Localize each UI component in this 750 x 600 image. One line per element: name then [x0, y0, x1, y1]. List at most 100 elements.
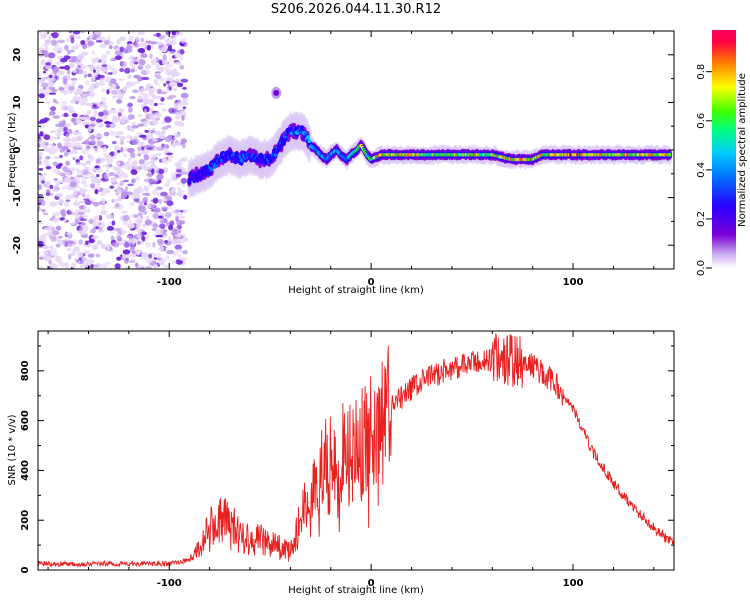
noise-speck [153, 263, 159, 269]
noise-speck [128, 260, 136, 263]
noise-speck [119, 189, 128, 194]
noise-speck [152, 223, 159, 229]
noise-speck [122, 249, 131, 255]
noise-speck [55, 182, 60, 187]
noise-speck [102, 204, 106, 210]
noise-speck [145, 69, 151, 75]
noise-speck [118, 242, 124, 246]
noise-speck [127, 223, 135, 229]
noise-speck [63, 90, 67, 95]
noise-speck [82, 64, 91, 68]
noise-speck [135, 132, 143, 135]
noise-speck [38, 152, 44, 157]
noise-speck [109, 109, 114, 113]
noise-speck [38, 72, 42, 78]
noise-speck [41, 208, 46, 213]
noise-speck [128, 55, 136, 61]
noise-speck [38, 252, 41, 256]
y-tick-label: -10 [12, 189, 23, 207]
noise-speck [69, 208, 73, 212]
noise-speck [153, 146, 159, 151]
noise-speck [90, 229, 97, 234]
noise-speck [171, 31, 177, 36]
noise-speck [110, 230, 115, 234]
noise-speck [158, 198, 162, 205]
noise-speck [116, 235, 122, 242]
noise-speck [98, 79, 106, 83]
noise-speck [98, 222, 102, 225]
noise-speck [54, 137, 59, 140]
noise-speck [127, 74, 132, 79]
noise-speck [148, 253, 153, 259]
noise-speck [178, 162, 184, 166]
noise-speck [119, 180, 124, 187]
ridge-peak [239, 158, 244, 163]
noise-speck [149, 154, 156, 161]
noise-speck [45, 40, 51, 44]
noise-speck [116, 161, 121, 166]
noise-speck [174, 244, 182, 250]
noise-speck [158, 168, 165, 175]
noise-speck [38, 31, 43, 35]
noise-speck [114, 55, 123, 60]
noise-speck [99, 104, 107, 107]
noise-speck [139, 48, 146, 54]
noise-speck [158, 66, 164, 73]
noise-speck [75, 35, 82, 40]
noise-speck [38, 241, 44, 245]
noise-speck [166, 63, 174, 68]
noise-speck [61, 212, 66, 218]
noise-speck [41, 82, 49, 88]
noise-speck [58, 122, 66, 128]
noise-speck [71, 80, 77, 85]
noise-speck [144, 219, 152, 226]
noise-speck [148, 128, 152, 133]
noise-speck [173, 107, 178, 111]
noise-speck [163, 83, 167, 87]
noise-speck [51, 235, 57, 240]
noise-speck [38, 206, 41, 212]
noise-speck [42, 86, 47, 91]
noise-region [38, 31, 189, 269]
noise-speck [62, 166, 68, 173]
noise-speck [118, 78, 125, 81]
noise-speck [181, 102, 189, 106]
noise-speck [170, 228, 178, 232]
noise-speck [75, 161, 81, 165]
noise-speck [155, 234, 164, 238]
noise-speck [70, 78, 78, 81]
noise-speck [169, 40, 177, 45]
noise-speck [38, 92, 45, 99]
noise-speck [137, 149, 145, 154]
noise-speck [49, 201, 57, 208]
noise-speck [80, 230, 87, 236]
noise-speck [175, 259, 183, 265]
noise-speck [149, 107, 154, 113]
noise-speck [178, 254, 182, 259]
noise-speck [122, 179, 130, 183]
noise-speck [183, 194, 188, 200]
noise-speck [57, 70, 64, 76]
noise-speck [59, 66, 66, 69]
noise-speck [56, 56, 64, 59]
noise-speck [166, 178, 171, 185]
noise-speck [165, 221, 170, 227]
noise-speck [177, 181, 183, 186]
noise-speck [65, 195, 72, 201]
noise-speck [141, 231, 147, 236]
noise-speck [138, 114, 142, 118]
noise-speck [153, 188, 159, 192]
noise-speck [89, 198, 97, 202]
x-tick-label: 0 [368, 277, 375, 288]
noise-speck [166, 155, 174, 158]
noise-speck [84, 139, 90, 144]
noise-speck [65, 238, 70, 241]
noise-speck [38, 160, 42, 166]
noise-speck [90, 134, 96, 140]
noise-speck [61, 100, 68, 105]
noise-speck [69, 62, 75, 69]
noise-speck [136, 220, 141, 226]
noise-speck [152, 241, 156, 248]
noise-speck [142, 120, 150, 125]
noise-speck [38, 167, 44, 171]
